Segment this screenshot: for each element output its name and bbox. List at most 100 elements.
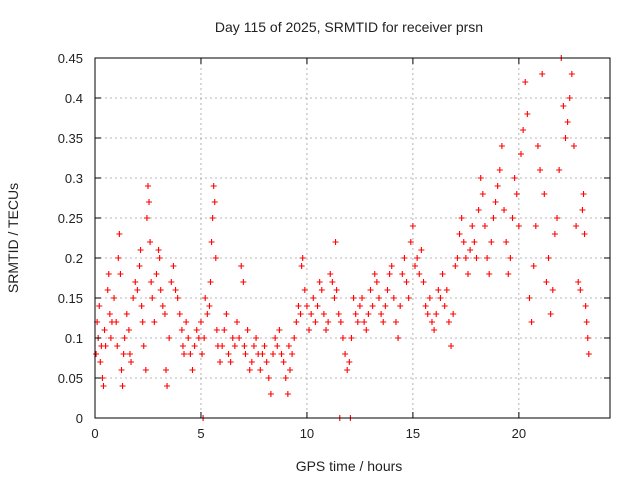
data-point (250, 343, 257, 349)
y-tick-label: 0.4 (65, 91, 83, 106)
data-point (505, 271, 512, 277)
data-point (172, 287, 179, 293)
data-point (101, 327, 108, 333)
x-axis-label: GPS time / hours (296, 458, 403, 474)
data-point (191, 343, 198, 349)
data-point (295, 303, 302, 309)
data-point (424, 311, 431, 317)
data-point (422, 303, 429, 309)
data-point (164, 383, 171, 389)
data-point (416, 271, 423, 277)
data-points (93, 55, 592, 421)
y-tick-label: 0.45 (58, 51, 83, 66)
data-point (148, 279, 155, 285)
data-point (178, 327, 185, 333)
data-point (138, 303, 145, 309)
chart-title: Day 115 of 2025, SRMTID for receiver prs… (215, 19, 483, 35)
data-point (503, 239, 510, 245)
y-tick-label: 0.1 (65, 331, 83, 346)
x-tick-label: 10 (300, 426, 314, 441)
data-point (511, 175, 518, 181)
data-point (242, 351, 249, 357)
data-point (573, 223, 580, 229)
data-point (566, 95, 573, 101)
data-point (568, 71, 575, 77)
data-point (210, 183, 217, 189)
grid-layer (95, 58, 610, 418)
data-point (367, 287, 374, 293)
data-point (187, 351, 194, 357)
data-point (107, 335, 114, 341)
data-point (267, 391, 274, 397)
data-point (388, 263, 395, 269)
data-point (213, 327, 220, 333)
data-point (373, 279, 380, 285)
y-tick-label: 0 (76, 411, 83, 426)
data-point (458, 215, 465, 221)
data-point (539, 71, 546, 77)
data-point (119, 383, 126, 389)
data-point (241, 343, 248, 349)
data-point (545, 255, 552, 261)
data-point (298, 263, 305, 269)
data-point (435, 287, 442, 293)
data-point (227, 359, 234, 365)
data-point (303, 303, 310, 309)
data-point (308, 311, 315, 317)
data-point (236, 335, 243, 341)
data-point (126, 351, 133, 357)
data-point (431, 327, 438, 333)
data-point (323, 327, 330, 333)
data-point (443, 287, 450, 293)
data-point (462, 255, 469, 261)
data-point (562, 135, 569, 141)
data-point (365, 311, 372, 317)
data-point (405, 295, 412, 301)
data-point (437, 295, 444, 301)
data-point (170, 263, 177, 269)
data-point (450, 311, 457, 317)
data-point (105, 271, 112, 277)
data-point (132, 279, 139, 285)
data-point (564, 119, 571, 125)
y-tick-label: 0.3 (65, 171, 83, 186)
data-point (583, 319, 590, 325)
data-point (261, 343, 268, 349)
data-point (179, 343, 186, 349)
data-point (395, 335, 402, 341)
data-point (217, 359, 224, 365)
data-point (577, 287, 584, 293)
x-tick-label: 20 (512, 426, 526, 441)
data-point (147, 239, 154, 245)
data-point (467, 247, 474, 253)
data-point (325, 319, 332, 325)
data-point (530, 263, 537, 269)
data-point (320, 311, 327, 317)
data-point (556, 167, 563, 173)
data-point (528, 319, 535, 325)
data-point (123, 311, 130, 317)
data-point (456, 231, 463, 237)
data-point (327, 271, 334, 277)
data-point (369, 303, 376, 309)
data-point (212, 255, 219, 261)
data-point (246, 367, 253, 373)
y-axis-label: SRMTID / TECUs (5, 183, 21, 293)
data-point (329, 279, 336, 285)
data-point (496, 167, 503, 173)
data-point (162, 367, 169, 373)
data-point (207, 279, 214, 285)
data-point (282, 375, 289, 381)
data-point (560, 103, 567, 109)
data-point (517, 151, 524, 157)
data-point (507, 255, 514, 261)
data-point (433, 311, 440, 317)
data-point (219, 343, 226, 349)
data-point (318, 287, 325, 293)
data-point (554, 215, 561, 221)
data-point (100, 383, 107, 389)
data-point (420, 279, 427, 285)
data-point (412, 263, 419, 269)
